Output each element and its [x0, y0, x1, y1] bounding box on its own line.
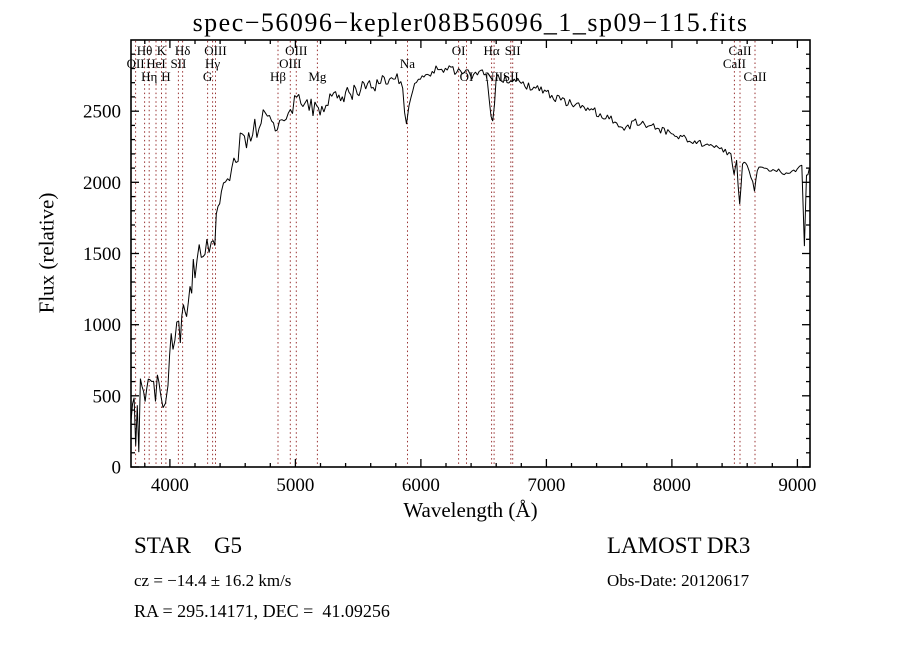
spectral-line-label: G [203, 69, 212, 84]
spectral-line-label: Hγ [205, 56, 220, 71]
spectral-line-label: Hη [141, 69, 157, 84]
spectral-line-label: HeI [146, 56, 166, 71]
spectral-line-label: CaII [723, 56, 746, 71]
y-axis-label: Flux (relative) [34, 192, 59, 314]
spectral-line-label: OIII [279, 56, 301, 71]
spectrum-trace [130, 65, 810, 453]
plot-title: spec−56096−kepler08B56096_1_sp09−115.fit… [192, 8, 749, 37]
axis-ticks [131, 40, 810, 468]
cz-velocity-text: cz = −14.4 ± 16.2 km/s [134, 571, 292, 590]
object-class-text: STAR G5 [134, 533, 243, 558]
obs-date-text: Obs-Date: 20120617 [607, 571, 750, 590]
y-tick-label: 2000 [83, 173, 121, 194]
x-axis-label: Wavelength (Å) [403, 498, 538, 522]
spectral-line-label: SII [505, 43, 521, 58]
x-tick-label: 7000 [527, 475, 565, 496]
x-tick-label: 4000 [151, 475, 189, 496]
x-tick-label: 6000 [402, 475, 440, 496]
spectral-line-labels: OIIHθHηHeIKHSIIHδGHγOIIIHβOIIIOIIIMgNaOI… [127, 43, 767, 84]
x-tick-label: 9000 [778, 475, 816, 496]
spectral-line-label: H [161, 69, 170, 84]
survey-name-text: LAMOST DR3 [607, 533, 751, 558]
spectral-line-label: CaII [728, 43, 751, 58]
spectral-line-label: Hδ [175, 43, 191, 58]
y-tick-label: 2500 [83, 102, 121, 123]
spectrum-plot: OIIHθHηHeIKHSIIHδGHγOIIIHβOIIIOIIIMgNaOI… [83, 39, 817, 496]
y-tick-label: 500 [93, 386, 122, 407]
spectral-line-label: OIII [285, 43, 307, 58]
axes-frame [130, 39, 811, 468]
spectral-line-label: SII [503, 69, 519, 84]
x-tick-label: 5000 [276, 475, 314, 496]
spectral-line-label: K [157, 43, 167, 58]
spectral-line-label: CaII [743, 69, 766, 84]
spectral-line-label: Hα [483, 43, 499, 58]
x-tick-label: 8000 [653, 475, 691, 496]
ra-dec-text: RA = 295.14171, DEC = 41.09256 [134, 601, 390, 621]
spectral-line-label: SII [170, 56, 186, 71]
y-tick-label: 1500 [83, 244, 121, 265]
spectral-line-label: Hθ [137, 43, 153, 58]
spectral-line-markers [135, 41, 756, 466]
spectral-line-label: NII [485, 69, 503, 84]
y-tick-label: 0 [112, 458, 122, 479]
y-tick-labels: 0 500 1000 1500 2000 2500 [83, 102, 121, 479]
x-tick-labels: 4000 5000 6000 7000 8000 9000 [151, 475, 817, 496]
spectral-line-label: OIII [204, 43, 226, 58]
spectral-line-label: OI [452, 43, 466, 58]
spectral-line-label: Na [400, 56, 415, 71]
spectral-line-label: Mg [308, 69, 327, 84]
spectral-line-label: Hβ [270, 69, 286, 84]
y-tick-label: 1000 [83, 315, 121, 336]
spectral-line-label: OI [460, 69, 474, 84]
